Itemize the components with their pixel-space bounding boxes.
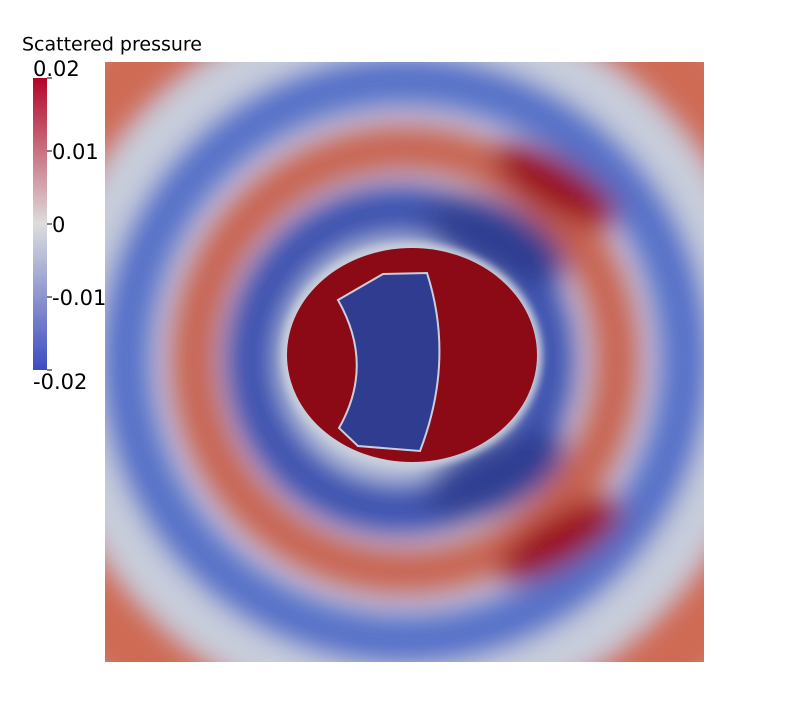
scatterer [336,271,441,453]
tick-label: -0.01 [52,286,106,310]
tick-label: 0.02 [33,57,80,81]
tick-label: 0 [52,213,65,237]
colorbar [33,78,47,370]
tick-label: -0.02 [33,370,87,394]
wave-rings [105,62,704,662]
pressure-field [105,62,704,662]
tick-label: 0.01 [52,140,99,164]
colorbar-title: Scattered pressure [22,34,202,56]
